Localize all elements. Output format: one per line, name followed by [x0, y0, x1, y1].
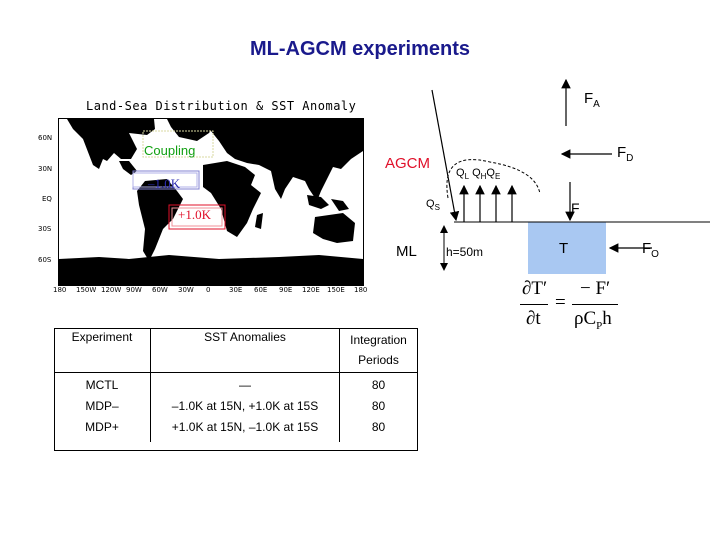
flux-labels: QL QHQE — [456, 167, 501, 182]
lon-label: 150W — [76, 286, 97, 294]
eq-fraction-line-right — [572, 304, 618, 305]
lon-label: 150E — [327, 286, 345, 294]
lon-label: 90W — [126, 286, 142, 294]
negative-anomaly-box-inner — [132, 172, 198, 188]
header-integration-periods: Integration Periods — [339, 328, 417, 373]
lat-label-eq: EQ — [42, 195, 52, 203]
positive-anomaly-box-inner — [171, 207, 223, 227]
lat-label-30s: 30S — [38, 225, 52, 233]
lat-label-30n: 30N — [38, 165, 53, 173]
flux-arc — [446, 159, 541, 199]
lon-label: 180 — [53, 286, 67, 294]
ml-agcm-schematic — [431, 78, 710, 274]
land-mass — [59, 119, 363, 285]
lon-label: 60W — [152, 286, 168, 294]
page-title: ML-AGCM experiments — [249, 38, 471, 60]
map-title: Land-Sea Distribution & SST Anomaly — [86, 99, 357, 113]
table-cell-anomaly: +1.0K at 15N, –1.0K at 15S — [171, 420, 319, 434]
table-header-row: Experiment SST Anomalies Integration Per… — [54, 328, 417, 373]
fo-label: FO — [642, 240, 659, 260]
positive-anomaly-label: +1.0K — [178, 207, 211, 222]
table-cell-experiment: MDP– — [85, 399, 119, 413]
lon-label: 0 — [206, 286, 211, 294]
eq-equals: = — [555, 292, 566, 313]
f-label: F — [571, 200, 580, 216]
lon-label: 60E — [254, 286, 268, 294]
table-cell-period: 80 — [371, 399, 386, 413]
eq-denominator-left: ∂t — [526, 308, 541, 329]
fa-label: FA — [584, 90, 600, 110]
header-sst-anomalies: SST Anomalies — [150, 328, 340, 373]
lon-label: 90E — [279, 286, 293, 294]
table-cell-experiment: MCTL — [85, 378, 119, 392]
eq-fraction-line-left — [520, 304, 548, 305]
table-cell-period: 80 — [371, 378, 386, 392]
depth-label: h=50m — [446, 245, 484, 259]
lon-label: 120W — [101, 286, 122, 294]
negative-anomaly-label: –1.0K — [148, 176, 181, 191]
ml-box — [528, 222, 606, 274]
lat-label-60s: 60S — [38, 256, 52, 264]
eq-numerator-right: − F′ — [580, 278, 611, 299]
eq-denominator-right: ρCPh — [574, 308, 612, 332]
land-sea-map — [59, 119, 363, 285]
qs-label: QS — [426, 198, 440, 213]
table-cell-period: 80 — [371, 420, 386, 434]
eq-numerator-left: ∂T′ — [522, 278, 548, 299]
world-map — [58, 118, 364, 286]
lon-label: 30W — [178, 286, 194, 294]
positive-anomaly-box — [168, 204, 226, 230]
table-cell-anomaly: — — [239, 378, 251, 392]
lon-label: 30E — [229, 286, 243, 294]
table-cell-anomaly: –1.0K at 15N, +1.0K at 15S — [171, 399, 319, 413]
t-label: T — [559, 240, 569, 257]
fd-label: FD — [617, 144, 634, 164]
header-experiment: Experiment — [54, 328, 151, 373]
ml-label: ML — [396, 243, 417, 260]
lon-label: 120E — [302, 286, 320, 294]
lat-label-60n: 60N — [38, 134, 53, 142]
qs-arrow — [431, 89, 460, 222]
lon-label: 180 — [354, 286, 368, 294]
coupling-region-box — [142, 130, 214, 158]
coupling-label: Coupling — [144, 143, 196, 158]
table-cell-experiment: MDP+ — [85, 420, 119, 434]
experiment-table: Experiment SST Anomalies Integration Per… — [54, 328, 417, 442]
agcm-label: AGCM — [385, 155, 430, 172]
table-body: MCTL MDP– MDP+ — –1.0K at 15N, +1.0K at … — [54, 372, 417, 442]
